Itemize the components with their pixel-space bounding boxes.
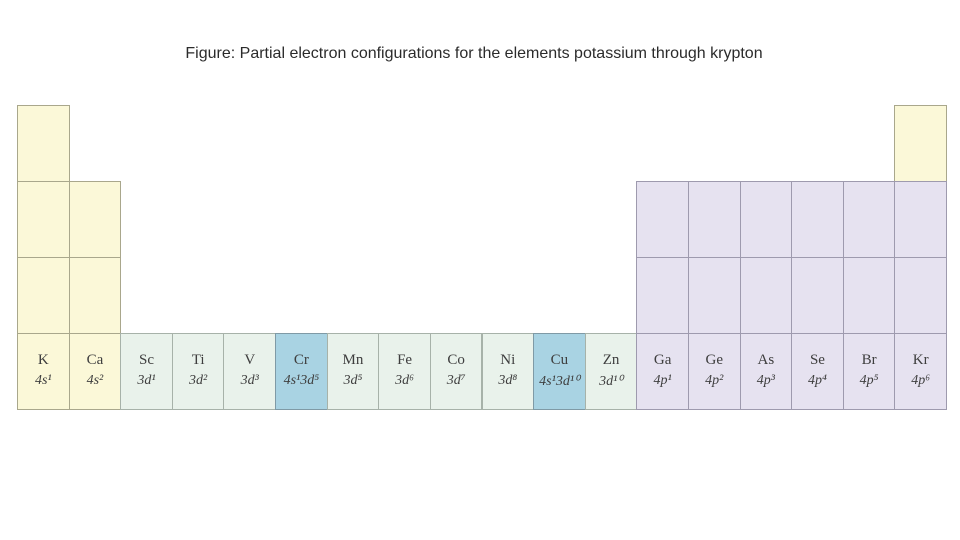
element-cell: Br 4p⁵ bbox=[842, 333, 896, 410]
element-symbol: Ca bbox=[86, 352, 104, 368]
element-cell: Co 3d⁷ bbox=[429, 333, 483, 410]
electron-configuration: 4s² bbox=[86, 373, 104, 388]
element-cell: V 3d³ bbox=[223, 333, 277, 410]
electron-configuration: 3d⁵ bbox=[343, 373, 363, 388]
electron-configuration: 4p² bbox=[705, 373, 724, 388]
element-symbol: Zn bbox=[602, 352, 620, 368]
element-symbol: As bbox=[757, 352, 775, 368]
electron-configuration: 3d¹ bbox=[137, 373, 156, 388]
figure-caption: Figure: Partial electron configurations … bbox=[185, 45, 763, 62]
electron-configuration: 3d⁶ bbox=[395, 373, 414, 388]
empty-cell-group14-period2 bbox=[687, 181, 741, 258]
empty-cell-group14-period3 bbox=[687, 257, 741, 334]
element-symbol: Cu bbox=[550, 352, 569, 368]
electron-configuration: 4s¹3d⁵ bbox=[283, 373, 320, 388]
element-symbol: Cr bbox=[293, 352, 309, 368]
electron-configuration: 3d¹⁰ bbox=[599, 374, 623, 389]
element-symbol: Kr bbox=[912, 352, 929, 368]
element-cell: Ni 3d⁸ bbox=[481, 333, 535, 410]
element-cell: Kr 4p⁶ bbox=[894, 333, 947, 410]
electron-configuration: 4s¹3d¹⁰ bbox=[539, 374, 580, 389]
element-cell: Cu 4s¹3d¹⁰ bbox=[533, 333, 586, 410]
element-cell: Ga 4p¹ bbox=[636, 333, 689, 410]
electron-configuration: 3d⁷ bbox=[446, 373, 466, 388]
electron-configuration: 4p⁴ bbox=[808, 373, 827, 388]
empty-cell-group16-period3 bbox=[791, 257, 844, 334]
element-symbol: Mn bbox=[342, 352, 364, 368]
element-symbol: Se bbox=[809, 352, 825, 368]
empty-cell-group17-period2 bbox=[842, 181, 896, 258]
empty-cell-group17-period3 bbox=[842, 257, 896, 334]
empty-cell-group2-period2 bbox=[68, 181, 122, 258]
periodic-table-grid: K 4s¹ Ca 4s² Sc 3d¹ Ti 3d² V 3d³ Cr 4s¹3d⁵ Mn 3d⁵ Fe 3d… bbox=[17, 105, 947, 410]
element-symbol: K bbox=[37, 352, 49, 368]
element-symbol: Br bbox=[861, 352, 877, 368]
empty-cell-group15-period2 bbox=[739, 181, 793, 258]
element-symbol: Ge bbox=[705, 352, 723, 368]
electron-configuration: 3d³ bbox=[240, 373, 259, 388]
empty-cell-group18-period2 bbox=[894, 181, 947, 258]
element-cell: K 4s¹ bbox=[17, 333, 70, 410]
element-cell: Ge 4p² bbox=[687, 333, 741, 410]
electron-configuration: 4p¹ bbox=[653, 373, 672, 388]
empty-cell-group13-period2 bbox=[636, 181, 689, 258]
element-symbol: Ga bbox=[653, 352, 672, 368]
empty-cell-group1-period3 bbox=[17, 257, 70, 334]
electron-configuration: 4p³ bbox=[756, 373, 775, 388]
element-symbol: V bbox=[244, 352, 256, 368]
element-cell: Ca 4s² bbox=[68, 333, 122, 410]
electron-configuration: 3d² bbox=[189, 373, 208, 388]
element-cell: Cr 4s¹3d⁵ bbox=[275, 333, 328, 410]
element-cell: As 4p³ bbox=[739, 333, 793, 410]
element-cell: Ti 3d² bbox=[171, 333, 225, 410]
empty-cell-group18-period1 bbox=[894, 105, 947, 182]
empty-cell-group18-period3 bbox=[894, 257, 947, 334]
electron-configuration: 4s¹ bbox=[34, 373, 52, 388]
electron-configuration: 4p⁶ bbox=[911, 373, 931, 388]
element-cell: Zn 3d¹⁰ bbox=[584, 333, 638, 410]
empty-cell-group13-period3 bbox=[636, 257, 689, 334]
electron-configuration: 4p⁵ bbox=[859, 373, 879, 388]
empty-cell-group2-period3 bbox=[68, 257, 122, 334]
element-cell: Mn 3d⁵ bbox=[326, 333, 380, 410]
element-symbol: Sc bbox=[139, 352, 155, 368]
element-cell: Se 4p⁴ bbox=[791, 333, 844, 410]
empty-cell-group1-period1 bbox=[17, 105, 70, 182]
empty-cell-group1-period2 bbox=[17, 181, 70, 258]
electron-configuration: 3d⁸ bbox=[498, 373, 518, 388]
element-symbol: Ti bbox=[191, 352, 205, 368]
empty-cell-group15-period3 bbox=[739, 257, 793, 334]
element-cell: Fe 3d⁶ bbox=[378, 333, 431, 410]
element-symbol: Ni bbox=[500, 352, 516, 368]
empty-cell-group16-period2 bbox=[791, 181, 844, 258]
element-symbol: Co bbox=[447, 352, 465, 368]
element-cell: Sc 3d¹ bbox=[120, 333, 173, 410]
element-symbol: Fe bbox=[397, 352, 413, 368]
